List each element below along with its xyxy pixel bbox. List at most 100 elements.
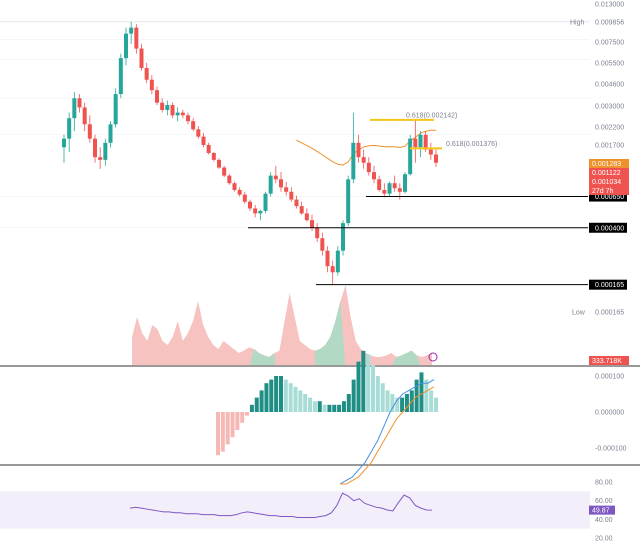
macd-layer [216, 350, 438, 485]
macd-hist-bar-21 [317, 401, 322, 412]
candle-body-48 [310, 220, 314, 228]
support-tag-1 [589, 222, 627, 233]
grid-layer [0, 21, 640, 466]
candle-body-36 [248, 201, 252, 209]
candle-body-3 [77, 98, 82, 108]
candle-body-67 [408, 138, 413, 175]
axis-layer: High 0.009856 Low 0.000165 0.013000 0.007500 0… [570, 2, 629, 543]
macd-hist-bar-13 [278, 376, 283, 412]
candle-body-46 [299, 206, 304, 214]
candle-body-9 [108, 124, 113, 143]
high-marker: High 0.009856 [570, 19, 624, 26]
candle-body-17 [149, 79, 154, 91]
candle-body-69 [418, 134, 423, 148]
candle-body-13 [129, 27, 134, 34]
price-tick-4: 0.004600 [595, 82, 624, 89]
price-tag-bg-3 [589, 186, 629, 195]
macd-hist-bar-6 [245, 412, 250, 416]
candle-body-29 [211, 152, 216, 160]
macd-hist-bar-20 [312, 401, 317, 412]
support-tag-text-1: 0.000400 [595, 225, 624, 232]
candle-body-63 [387, 183, 392, 194]
macd-hist-bar-29 [356, 361, 361, 412]
candle-body-7 [98, 157, 103, 160]
candle-body-58 [361, 157, 366, 163]
macd-hist-bar-34 [380, 383, 385, 412]
candle-body-18 [155, 90, 159, 103]
price-tick-0: 0.013000 [595, 2, 624, 9]
rsi-layer [0, 491, 590, 529]
candle-body-0 [62, 138, 66, 148]
macd-hist-bar-41 [414, 379, 419, 412]
volume-area-green-2 [392, 350, 420, 365]
rsi-tick-3: 20.00 [595, 536, 613, 543]
candle-body-64 [392, 183, 397, 189]
candle-body-30 [217, 159, 221, 168]
rsi-tag-text: 49.87 [592, 508, 610, 515]
candle-body-20 [165, 105, 170, 110]
candle-body-43 [284, 187, 289, 192]
candle-body-28 [206, 144, 211, 153]
rsi-tick-1: 60.00 [595, 498, 613, 505]
candle-body-12 [124, 33, 128, 59]
candle-body-31 [222, 167, 227, 176]
candle-body-33 [232, 183, 237, 190]
volume-area-red [132, 285, 432, 365]
macd-hist-bar-22 [322, 404, 327, 412]
volume-area-green-1 [315, 301, 345, 365]
low-label: Low [572, 310, 586, 317]
candle-body-14 [134, 27, 139, 49]
candle-body-24 [186, 115, 190, 122]
ema-line [296, 129, 437, 166]
candle-body-2 [72, 98, 77, 119]
high-label: High [570, 19, 585, 26]
price-tag-bg-2 [589, 177, 629, 186]
macd-tick-1: 0.000000 [595, 410, 624, 417]
candle-body-51 [325, 250, 330, 267]
macd-hist-bar-31 [366, 354, 371, 412]
candle-body-50 [320, 238, 325, 251]
candle-body-16 [144, 68, 149, 80]
candle-body-39 [263, 193, 268, 211]
candle-body-32 [227, 175, 232, 184]
support-tag-0 [589, 191, 627, 202]
price-layer: 0.618(0.002142) 0.618(0.001376) [62, 21, 588, 286]
candle-body-10 [113, 94, 118, 125]
candle-body-53 [335, 250, 340, 273]
macd-signal-line [340, 386, 435, 485]
candle-body-35 [242, 194, 247, 202]
macd-hist-bar-33 [375, 376, 380, 412]
macd-line [339, 379, 435, 485]
volume-marker-icon[interactable] [428, 352, 438, 362]
macd-hist-bar-3 [230, 412, 235, 438]
macd-hist-bar-36 [390, 394, 395, 412]
rsi-line [129, 492, 433, 518]
candle-body-34 [237, 189, 242, 195]
macd-hist-bar-16 [293, 386, 298, 412]
macd-hist-bar-30 [361, 350, 366, 412]
price-tick-2: 0.007500 [595, 40, 624, 47]
support-tag-2 [589, 279, 627, 290]
candle-body-57 [356, 142, 361, 158]
candle-body-11 [118, 58, 123, 95]
candle-body-21 [170, 105, 175, 116]
macd-hist-bar-19 [308, 397, 313, 412]
candle-body-44 [289, 191, 294, 200]
low-value: 0.000165 [595, 310, 624, 317]
macd-hist-bar-23 [327, 404, 332, 412]
candle-body-4 [82, 107, 87, 125]
candle-body-65 [397, 188, 402, 192]
candle-body-37 [253, 208, 258, 214]
macd-hist-bar-2 [225, 412, 230, 445]
macd-hist-bar-18 [303, 394, 308, 412]
price-tick-6: 0.002200 [595, 125, 624, 132]
candle-body-68 [413, 138, 418, 148]
price-tag-text-2: 0.001034 [592, 179, 621, 186]
candle-body-8 [103, 142, 108, 160]
volume-layer [132, 285, 438, 365]
macd-hist-bar-7 [249, 404, 254, 412]
candle-body-45 [294, 199, 299, 207]
price-tick-3: 0.005500 [595, 61, 624, 68]
fib-label-1: 0.618(0.001376) [446, 141, 497, 148]
